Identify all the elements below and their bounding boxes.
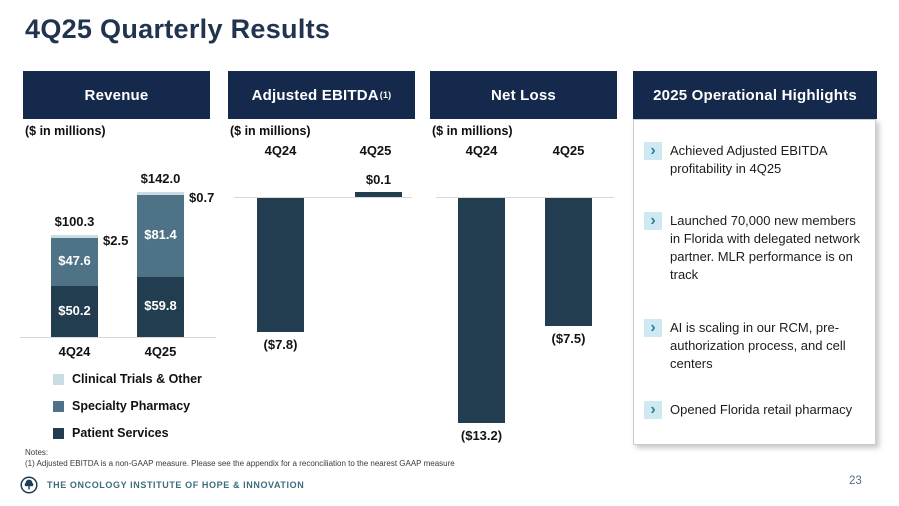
revenue-units-label: ($ in millions) [25,124,106,138]
ebitda-units-label: ($ in millions) [230,124,311,138]
net-loss-header-label: Net Loss [491,86,556,104]
ebitda-bar-4q25 [355,192,402,197]
highlights-header: 2025 Operational Highlights [633,71,877,119]
highlight-item: › Opened Florida retail pharmacy [644,401,868,419]
highlights-card: › Achieved Adjusted EBITDA profitability… [633,119,876,445]
net-loss-collabel-4q24: 4Q24 [465,143,498,158]
legend-item-clinical-trials: Clinical Trials & Other [53,372,202,386]
company-name: THE ONCOLOGY INSTITUTE OF HOPE & INNOVAT… [47,480,305,490]
revenue-header: Revenue [23,71,210,119]
revenue-chart: $50.2 $47.6 $2.5 $100.3 $59.8 $81.4 $0.7 $142.0 [20,150,216,337]
legend-label: Patient Services [72,426,169,440]
legend-swatch-clinical-trials-icon [53,373,64,385]
net-loss-bar-4q25 [545,198,592,326]
segment-value-label: $50.2 [58,302,91,318]
segment-value-label: $81.4 [144,227,177,242]
revenue-xlabel-4q25: 4Q25 [144,344,177,359]
ebitda-collabel-4q24: 4Q24 [264,143,297,158]
net-loss-axis-line [436,197,614,198]
legend-swatch-patient-services-icon [53,427,64,439]
net-loss-collabel-4q25: 4Q25 [552,143,585,158]
notes-label: Notes: [25,448,49,457]
bar-value-label: ($7.8) [263,337,298,352]
segment-value-label: $0.7 [189,190,215,205]
ebitda-header-label: Adjusted EBITDA [251,86,379,104]
chevron-right-icon: › [644,142,662,160]
highlight-text: AI is scaling in our RCM, pre-authorizat… [670,320,846,371]
footnotes: Notes: (1) Adjusted EBITDA is a non-GAAP… [25,447,455,469]
ebitda-collabel-4q25: 4Q25 [359,143,392,158]
bar-segment: $50.2 [51,286,98,337]
highlight-text: Opened Florida retail pharmacy [670,402,853,417]
bar-segment [137,192,184,195]
highlight-text: Launched 70,000 new members in Florida w… [670,213,861,282]
bar-value-label: ($13.2) [460,428,503,443]
revenue-xlabel-4q24: 4Q24 [58,344,91,359]
chevron-right-icon: › [644,319,662,337]
segment-value-label: $59.8 [144,298,177,313]
bar-segment [51,235,98,238]
legend-label: Clinical Trials & Other [72,372,202,386]
net-loss-units-label: ($ in millions) [432,124,513,138]
tree-logo-icon [20,476,38,494]
bar-segment: $81.4 [137,195,184,277]
highlight-item: › Achieved Adjusted EBITDA profitability… [644,142,868,178]
segment-value-label: $47.6 [58,253,91,268]
bar-value-label: $0.1 [365,172,392,187]
revenue-header-label: Revenue [84,86,149,104]
net-loss-bar-4q24 [458,198,505,423]
bar-total-label: $100.3 [54,214,95,229]
page-title: 4Q25 Quarterly Results [25,14,331,44]
legend-item-patient-services: Patient Services [53,426,169,440]
page-number: 23 [849,475,862,487]
bar-value-label: ($7.5) [551,331,586,346]
highlight-item: › Launched 70,000 new members in Florida… [644,212,868,284]
net-loss-header: Net Loss [430,71,617,119]
note-1: (1) Adjusted EBITDA is a non-GAAP measur… [25,459,455,469]
chevron-right-icon: › [644,212,662,230]
legend-item-specialty-pharmacy: Specialty Pharmacy [53,399,190,413]
footer-brand: THE ONCOLOGY INSTITUTE OF HOPE & INNOVAT… [20,476,304,494]
legend-label: Specialty Pharmacy [72,399,191,413]
ebitda-header: Adjusted EBITDA (1) [228,71,415,119]
ebitda-footnote-marker: (1) [379,90,392,100]
chevron-right-icon: › [644,401,662,419]
bar-total-label: $142.0 [140,171,181,186]
highlight-item: › AI is scaling in our RCM, pre-authoriz… [644,319,868,373]
segment-value-label: $2.5 [103,233,129,248]
highlight-text: Achieved Adjusted EBITDA profitability i… [670,143,827,176]
bar-segment: $59.8 [137,277,184,337]
highlights-header-label: 2025 Operational Highlights [653,86,857,104]
ebitda-axis-line [234,197,412,198]
ebitda-bar-4q24 [257,198,304,332]
legend-swatch-specialty-pharmacy-icon [53,400,64,412]
revenue-axis-line [20,337,216,338]
bar-segment: $47.6 [51,238,98,286]
